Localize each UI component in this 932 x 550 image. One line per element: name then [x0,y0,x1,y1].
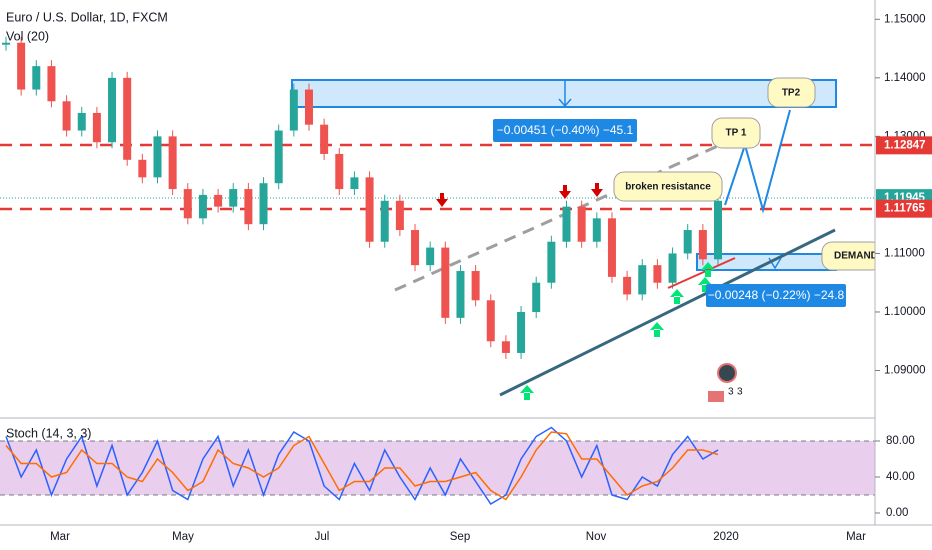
price-badge [876,199,932,218]
stoch-title: Stoch (14, 3, 3) [6,426,91,440]
candle-body [47,66,56,102]
event-icon [717,363,737,383]
volume-title: Vol (20) [6,29,49,43]
callout-text: DEMAND [834,251,878,262]
candle-body [668,253,677,283]
time-label: Sep [450,531,470,543]
candle-body [2,42,10,45]
price-tick-label: 1.10000 [884,306,926,318]
callout-text: broken resistance [625,182,711,193]
price-badge-label: 1.11765 [884,203,926,215]
candle-body [32,66,41,90]
stoch-band [0,441,875,495]
measure-box [493,119,637,142]
candle-body [138,159,147,178]
candle-body [183,189,192,219]
candle-body [623,276,632,295]
candle-body [62,101,71,131]
price-tick-label: 1.09000 [884,365,926,377]
price-tick-label: 1.14000 [884,72,926,84]
candle-body [168,136,177,190]
candle-body [501,341,510,353]
time-label: Mar [846,531,866,543]
candle-body [198,194,207,219]
callout-text: TP 1 [726,128,747,139]
candle-body [471,271,480,301]
candle-body [350,177,359,190]
candle-body [547,241,556,283]
time-label: Nov [586,531,607,543]
target-zone [291,79,837,108]
time-label: 2020 [713,531,739,543]
candle-body [653,265,662,283]
projection-path [724,109,791,214]
price-axis-bg [875,0,932,550]
time-label: May [172,531,194,543]
stoch-tick-label: 80.00 [886,435,915,447]
stoch-k-line [5,426,719,506]
candle-body [108,77,117,143]
measure-box [706,284,846,307]
candle-body [456,271,465,318]
candle-body [592,218,601,242]
price-badge-label: 1.12847 [884,139,926,151]
price-tick-label: 1.15000 [884,13,926,25]
time-label: Mar [50,531,70,543]
price-tick-label: 1.11000 [884,247,925,259]
stoch-tick-label: 0.00 [886,507,908,519]
short-trend-line [667,257,736,289]
candle-body [259,183,268,225]
candle-body [335,153,344,190]
candle-body [380,200,389,242]
candle-body [320,124,329,154]
candle-body [395,200,404,231]
candle-body [17,42,26,90]
candle-body [214,194,223,207]
candle-body [714,200,722,260]
candle-body [289,89,298,131]
candle-body [92,112,101,143]
measure-label: −0.00248 (−0.22%) −24.8 [708,288,845,302]
time-label: Jul [315,531,330,543]
event-count: 3 [737,387,743,398]
candle-body [532,282,541,312]
axes: 1.150001.140001.130001.110001.100001.090… [50,13,932,543]
event-count: 3 [728,387,734,398]
stoch-pane [0,426,875,506]
flag-icon [708,391,724,402]
candle-body [411,230,420,266]
candle-body [229,189,238,207]
candle-body [365,177,374,242]
candle-body [577,206,586,242]
candle-body [562,206,571,242]
candle-body [683,230,692,254]
candle-body [153,136,162,178]
candle-body [426,247,435,266]
candle-body [486,300,495,342]
stoch-d-line [5,431,719,501]
candle-body [441,247,450,318]
candles [2,36,722,359]
candle-body [304,89,313,125]
symbol-title: Euro / U.S. Dollar, 1D, FXCM [6,10,168,24]
candle-body [517,311,526,353]
candle-body [698,230,707,260]
callout-text: TP2 [782,88,801,99]
candle-body [244,189,253,225]
candle-body [638,265,647,295]
candle-body [77,112,86,131]
measure-label: −0.00451 (−0.40%) −45.1 [497,123,634,137]
callout-bubbles [613,77,883,271]
price-badge [876,136,932,155]
candle-body [607,218,616,277]
stoch-tick-label: 40.00 [886,471,915,483]
measure-arrow-head [558,98,572,108]
candle-body [274,130,283,184]
candle-body [123,77,132,160]
trend-line [499,228,836,397]
